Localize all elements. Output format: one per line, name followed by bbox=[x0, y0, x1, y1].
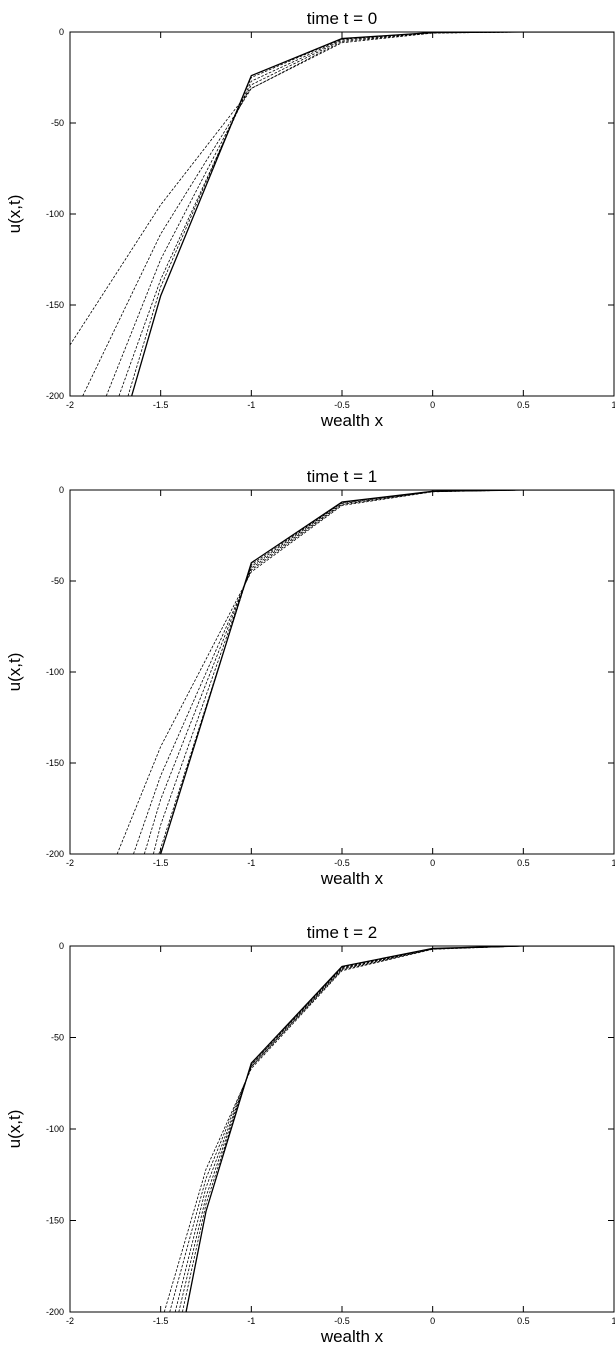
series-line-3 bbox=[178, 946, 614, 1312]
x-tick-label: -1 bbox=[247, 858, 255, 868]
x-tick-label: 1 bbox=[611, 858, 615, 868]
x-axis-label: wealth x bbox=[320, 1327, 384, 1346]
y-axis-label: u(x,t) bbox=[5, 653, 24, 692]
y-tick-label: 0 bbox=[59, 941, 64, 951]
series-line-0 bbox=[163, 946, 614, 1312]
plot-frame bbox=[69, 489, 615, 855]
series-line-2 bbox=[143, 490, 614, 854]
y-tick-label: -200 bbox=[46, 1307, 64, 1317]
series-line-1 bbox=[82, 32, 614, 396]
chart-title: time t = 1 bbox=[307, 467, 377, 486]
series-line-0 bbox=[70, 32, 614, 346]
series-line-5 bbox=[185, 946, 614, 1312]
x-tick-label: -0.5 bbox=[334, 1316, 350, 1326]
y-tick-label: -150 bbox=[46, 1216, 64, 1226]
chart-panel-0: time t = 0 -2 -1.5 -1 -0.5 0 0.5 1 0 -50 -100 -150 -… bbox=[5, 9, 615, 430]
x-axis-label: wealth x bbox=[320, 869, 384, 888]
series-line-1 bbox=[169, 946, 614, 1312]
x-tick-label: 0.5 bbox=[517, 858, 530, 868]
series-line-3 bbox=[153, 490, 614, 854]
x-tick-label: -2 bbox=[66, 858, 74, 868]
plot-frame bbox=[69, 945, 615, 1313]
chart-title: time t = 2 bbox=[307, 923, 377, 942]
series-line-0 bbox=[116, 490, 614, 854]
x-tick-label: -1.5 bbox=[153, 858, 169, 868]
chart-title: time t = 0 bbox=[307, 9, 377, 28]
y-tick-label: -50 bbox=[51, 576, 64, 586]
series-line-4 bbox=[182, 946, 614, 1312]
x-tick-label: -0.5 bbox=[334, 400, 350, 410]
y-tick-label: -200 bbox=[46, 391, 64, 401]
x-tick-label: -1 bbox=[247, 1316, 255, 1326]
x-tick-label: 1 bbox=[611, 1316, 615, 1326]
y-axis-label: u(x,t) bbox=[5, 195, 24, 234]
y-tick-label: -100 bbox=[46, 209, 64, 219]
series-line-5 bbox=[160, 490, 614, 854]
y-tick-label: -150 bbox=[46, 758, 64, 768]
x-tick-label: 0 bbox=[430, 1316, 435, 1326]
y-tick-label: 0 bbox=[59, 485, 64, 495]
x-tick-label: 0.5 bbox=[517, 400, 530, 410]
y-tick-label: 0 bbox=[59, 27, 64, 37]
y-tick-label: -50 bbox=[51, 118, 64, 128]
x-tick-label: -1.5 bbox=[153, 400, 169, 410]
x-tick-label: -0.5 bbox=[334, 858, 350, 868]
x-tick-label: 0 bbox=[430, 400, 435, 410]
y-tick-label: -150 bbox=[46, 300, 64, 310]
series-line-1 bbox=[133, 490, 614, 854]
y-tick-label: -200 bbox=[46, 849, 64, 859]
x-tick-label: 0.5 bbox=[517, 1316, 530, 1326]
x-tick-label: -1 bbox=[247, 400, 255, 410]
series-line-2 bbox=[105, 32, 614, 396]
x-tick-label: 0 bbox=[430, 858, 435, 868]
x-tick-label: -2 bbox=[66, 400, 74, 410]
y-tick-label: -100 bbox=[46, 1124, 64, 1134]
series-line-4 bbox=[127, 32, 614, 396]
series-line-2 bbox=[174, 946, 614, 1312]
x-tick-label: 1 bbox=[611, 400, 615, 410]
plot-frame bbox=[69, 31, 615, 397]
x-tick-label: -2 bbox=[66, 1316, 74, 1326]
y-tick-label: -100 bbox=[46, 667, 64, 677]
chart-panel-2: time t = 2 -2 -1.5 -1 -0.5 0 0.5 1 0 -50 -100 -150 -… bbox=[5, 923, 615, 1346]
x-tick-label: -1.5 bbox=[153, 1316, 169, 1326]
chart-panel-1: time t = 1 -2 -1.5 -1 -0.5 0 0.5 1 0 -50 -100 -150 -… bbox=[5, 467, 615, 888]
series-line-5 bbox=[131, 32, 614, 396]
x-axis-label: wealth x bbox=[320, 411, 384, 430]
y-axis-label: u(x,t) bbox=[5, 1110, 24, 1149]
series-line-3 bbox=[118, 32, 614, 396]
series-line-4 bbox=[158, 490, 614, 854]
y-tick-label: -50 bbox=[51, 1033, 64, 1043]
